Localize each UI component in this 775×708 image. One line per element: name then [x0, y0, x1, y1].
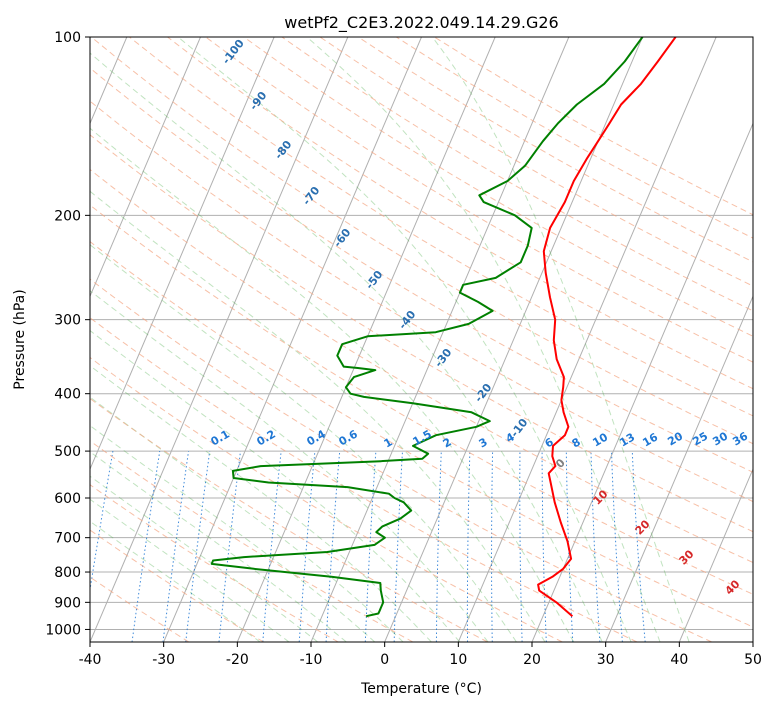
y-tick-label: 1000 — [45, 622, 81, 638]
x-tick-label: -10 — [300, 652, 323, 668]
mixing-ratio-line — [90, 451, 114, 593]
dry-adiabat-line — [90, 529, 264, 642]
x-tick-label: -20 — [226, 652, 249, 668]
isotherm-gridline — [605, 295, 753, 642]
dry-adiabat-line — [90, 134, 753, 533]
isotherm-gridline — [90, 37, 349, 642]
dry-adiabat-line — [90, 440, 414, 642]
y-tick-label: 200 — [54, 208, 81, 224]
mixing-ratio-lines — [90, 451, 646, 642]
moist-adiabat-line — [90, 498, 290, 642]
dry-adiabat-line — [90, 168, 753, 564]
x-axis: -40 -30 -20 -10 0 10 20 30 40 50 — [79, 642, 762, 668]
dewpoint-profile-line — [210, 37, 644, 618]
dry-adiabat-line — [90, 397, 488, 642]
x-tick-label: -40 — [79, 652, 102, 668]
moist-adiabat-line — [90, 475, 319, 642]
moist-adiabat-line — [90, 190, 546, 642]
isotherm-gridline — [531, 122, 753, 642]
dry-adiabat-line — [90, 484, 339, 642]
moist-adiabat-line — [90, 127, 575, 642]
isotherm-gridline — [236, 37, 496, 642]
x-tick-label: 20 — [523, 652, 541, 668]
moist-adiabat-line — [90, 329, 461, 642]
y-tick-label: 600 — [54, 491, 81, 507]
moist-adiabats — [90, 37, 690, 642]
dry-adiabat-line — [90, 204, 753, 595]
plot-frame — [89, 36, 754, 643]
dry-adiabat-line — [90, 278, 712, 642]
y-tick-label: 100 — [54, 30, 81, 46]
y-tick-label: 400 — [54, 387, 81, 403]
moist-adiabat-line — [431, 37, 690, 642]
isotherm-gridline — [678, 467, 753, 642]
dry-adiabat-line — [90, 356, 563, 642]
x-axis-label: Temperature (°C) — [360, 681, 482, 697]
x-tick-label: -30 — [152, 652, 175, 668]
moist-adiabat-line — [90, 244, 517, 642]
dry-adiabat-line — [90, 241, 753, 628]
mixing-ratio-line — [262, 451, 282, 642]
dry-adiabat-line — [90, 37, 753, 445]
moist-adiabat-line — [90, 451, 347, 642]
x-tick-label: 50 — [744, 652, 762, 668]
x-tick-label: 10 — [449, 652, 467, 668]
dry-adiabat-line — [129, 37, 753, 417]
y-tick-label: 900 — [54, 595, 81, 611]
isotherm-gridline — [90, 37, 201, 298]
profile-series — [210, 37, 677, 618]
isotherm-gridline — [163, 37, 422, 642]
mixing-ratio-line — [631, 451, 646, 642]
dry-adiabat-line — [243, 37, 753, 337]
y-tick-label: 300 — [54, 313, 81, 329]
moist-adiabat-line — [177, 37, 632, 642]
mixing-ratio-line — [218, 451, 241, 642]
moist-adiabat-line — [306, 37, 661, 642]
x-tick-label: 0 — [380, 652, 389, 668]
y-tick-label: 700 — [54, 531, 81, 547]
y-axis: 100 200 300 400 500 600 700 800 900 1000 — [45, 30, 90, 638]
y-tick-label: 800 — [54, 565, 81, 581]
y-tick-label: 500 — [54, 444, 81, 460]
isotherm-gridline — [90, 37, 275, 471]
dry-adiabat-line — [90, 100, 753, 503]
mixing-ratio-line — [185, 451, 211, 642]
mixing-ratio-line — [298, 451, 316, 642]
mixing-ratio-line — [131, 451, 161, 642]
chart-title: wetPf2_C2E3.2022.049.14.29.G26 — [284, 13, 558, 33]
temperature-profile-line — [537, 37, 677, 617]
moist-adiabat-line — [90, 520, 261, 642]
x-tick-label: 40 — [670, 652, 688, 668]
x-tick-label: 30 — [597, 652, 615, 668]
moist-adiabat-line — [90, 424, 376, 642]
y-axis-label: Pressure (hPa) — [12, 289, 28, 389]
dry-adiabat-line — [281, 37, 753, 312]
mixing-ratio-line — [162, 451, 190, 642]
moist-adiabat-line — [90, 52, 603, 642]
isotherm-gridline — [457, 37, 717, 642]
moist-adiabat-line — [90, 396, 404, 642]
